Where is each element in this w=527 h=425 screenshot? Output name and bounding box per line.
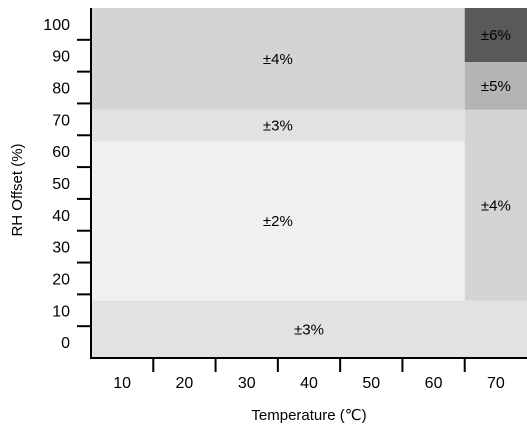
region-1 <box>91 109 465 142</box>
y-tick-label-8: 80 <box>52 81 70 98</box>
x-tick-label-3: 40 <box>300 375 318 392</box>
region-label-4: ±6% <box>481 27 511 44</box>
labels-layer: ±4% ±3% ±2% ±3% ±6% ±5% ±4% <box>263 27 511 338</box>
y-axis-title: RH Offset (%) <box>9 143 26 236</box>
x-tick-label-4: 50 <box>362 375 380 392</box>
x-tick-label-1: 20 <box>176 375 194 392</box>
region-label-5: ±5% <box>481 78 511 95</box>
region-5 <box>464 62 527 110</box>
region-0 <box>91 8 465 110</box>
y-tick-label-6: 60 <box>52 144 70 161</box>
region-label-1: ±3% <box>263 118 293 135</box>
y-tick-label-2: 20 <box>52 271 70 288</box>
y-tick-label-9: 90 <box>52 49 70 66</box>
region-label-2: ±2% <box>263 213 293 230</box>
y-tick-label-7: 70 <box>52 112 70 129</box>
regions-layer <box>91 8 527 358</box>
ticks-layer: 0 10 20 30 40 50 60 70 80 90 100 10 20 30 40 50 60 70 <box>43 17 505 392</box>
y-tick-label-1: 10 <box>52 303 70 320</box>
x-tick-label-5: 60 <box>425 375 443 392</box>
region-6 <box>464 109 527 301</box>
region-label-0: ±4% <box>263 51 293 68</box>
x-tick-label-2: 30 <box>238 375 256 392</box>
y-tick-label-3: 30 <box>52 240 70 257</box>
y-tick-label-5: 50 <box>52 176 70 193</box>
axes-layer <box>90 8 527 359</box>
region-label-3: ±3% <box>294 321 324 338</box>
x-tick-label-0: 10 <box>113 375 131 392</box>
x-axis-title: Temperature (℃) <box>251 407 366 424</box>
y-tick-label-4: 40 <box>52 208 70 225</box>
region-label-6: ±4% <box>481 197 511 214</box>
y-tick-label-10: 100 <box>43 17 70 34</box>
region-2 <box>91 141 465 301</box>
region-3 <box>91 300 527 358</box>
x-tick-label-6: 70 <box>487 375 505 392</box>
y-tick-label-0: 0 <box>61 335 70 352</box>
region-4 <box>464 8 527 63</box>
